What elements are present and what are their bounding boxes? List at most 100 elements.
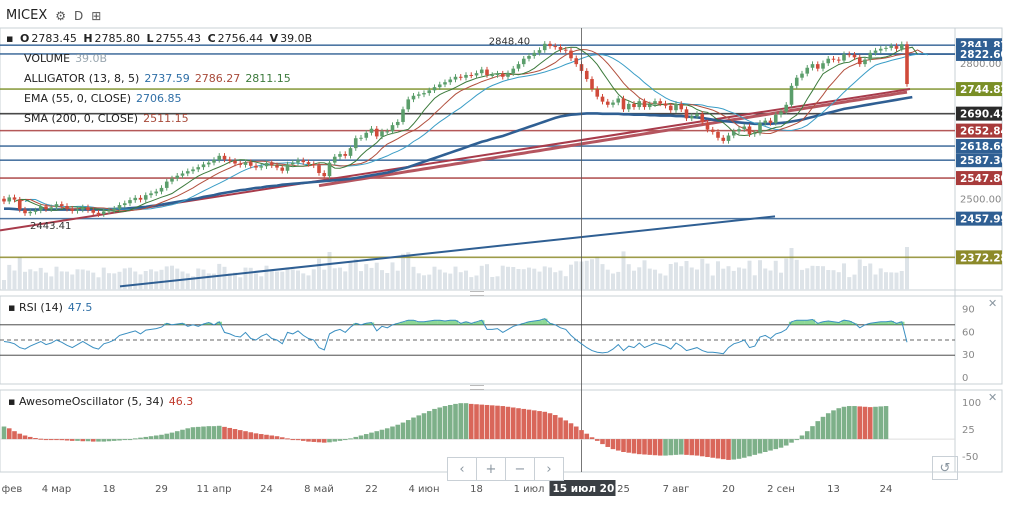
reset-view-button[interactable]: ↺ xyxy=(932,456,958,480)
ao-bar xyxy=(636,439,642,455)
rsi-overbought-fill xyxy=(410,320,417,325)
indicator-ema[interactable]: EMA (55, 0, CLOSE) 2706.85 xyxy=(24,92,182,106)
indicator-alligator[interactable]: ALLIGATOR (13, 8, 5) 2737.59 2786.27 2811.1… xyxy=(24,72,291,86)
candle-body xyxy=(301,160,306,163)
volume-bar xyxy=(784,258,789,290)
rsi-overbought-fill xyxy=(820,321,826,325)
rsi-axis-tick: 30 xyxy=(962,350,975,361)
ao-bar xyxy=(521,408,527,440)
ao-bar xyxy=(673,439,679,455)
volume-bar xyxy=(668,264,673,290)
close-icon[interactable]: ✕ xyxy=(988,297,998,310)
sma-line xyxy=(318,90,908,188)
candle-body xyxy=(222,155,227,160)
volume-bar xyxy=(432,266,437,290)
zoom-in-button[interactable]: + xyxy=(477,458,506,480)
ao-bar xyxy=(594,439,600,441)
rsi-legend[interactable]: ▪ RSI (14) 47.5 xyxy=(8,301,92,315)
ao-bar xyxy=(295,439,301,441)
ao-bar xyxy=(558,417,563,440)
candle-body xyxy=(464,74,468,78)
volume-bar xyxy=(453,266,458,290)
rsi-overbought-fill xyxy=(841,320,847,325)
candle-body xyxy=(443,82,447,85)
pane-resize-handle[interactable] xyxy=(470,291,484,296)
price-tag xyxy=(956,46,1002,61)
scroll-right-button[interactable]: › xyxy=(546,461,552,477)
ao-bar xyxy=(174,431,180,440)
ao-bar xyxy=(699,439,705,457)
volume-bar xyxy=(149,269,153,290)
ao-bar xyxy=(1,426,7,440)
collapse-icon[interactable]: ▪ xyxy=(8,395,16,408)
gear-icon[interactable]: ⚙ xyxy=(55,8,67,23)
volume-bar xyxy=(369,267,374,290)
ao-bar xyxy=(741,439,747,458)
candle-body xyxy=(569,50,573,59)
candle-body xyxy=(794,77,799,86)
candle-body xyxy=(432,87,437,91)
ao-bar xyxy=(69,439,75,441)
candle-body xyxy=(133,197,138,201)
volume-bar xyxy=(437,269,442,290)
volume-bar xyxy=(847,277,852,290)
scroll-left-button[interactable]: ‹ xyxy=(448,458,477,480)
ao-bar xyxy=(353,436,359,440)
indicator-volume[interactable]: VOLUME 39.0B xyxy=(24,52,107,66)
collapse-icon[interactable]: ▪ xyxy=(6,32,14,45)
indicator-sma[interactable]: SMA (200, 0, CLOSE) 2511.15 xyxy=(24,112,189,126)
volume-bar xyxy=(653,269,657,290)
candle-body xyxy=(422,93,426,95)
ao-bar xyxy=(479,404,485,440)
candle-body xyxy=(164,181,169,188)
ao-bar xyxy=(552,415,558,440)
candlestick-icon[interactable]: D xyxy=(74,8,84,23)
collapse-icon[interactable]: ▪ xyxy=(8,301,16,314)
volume-bar xyxy=(899,271,904,290)
ao-bar xyxy=(59,439,65,441)
ao-bar xyxy=(442,406,448,440)
candle-body xyxy=(684,109,689,119)
candle-body xyxy=(65,205,69,209)
pane-resize-handle[interactable] xyxy=(470,385,484,390)
candle-body xyxy=(747,126,752,135)
candle-body xyxy=(54,204,59,208)
candle-body xyxy=(758,122,762,133)
ao-bar xyxy=(6,428,12,440)
candle-body xyxy=(248,162,253,166)
ao-bar xyxy=(652,439,658,456)
price-tag xyxy=(956,171,1002,186)
candle-body xyxy=(490,74,495,76)
ao-bar xyxy=(663,439,668,456)
volume-bar xyxy=(185,273,190,290)
candle-body xyxy=(674,103,678,111)
ao-bar xyxy=(421,413,427,440)
indicator-name: AwesomeOscillator (5, 34) xyxy=(18,395,164,408)
ao-bar xyxy=(689,439,695,456)
candle-body xyxy=(805,67,810,74)
candle-body xyxy=(264,163,269,167)
volume-bar xyxy=(390,262,395,290)
ao-bar xyxy=(757,439,763,454)
volume-bar xyxy=(285,267,290,290)
candle-body xyxy=(395,121,400,126)
add-icon[interactable]: ⊞ xyxy=(91,8,102,23)
ao-bar xyxy=(768,439,773,451)
candle-body xyxy=(49,207,54,210)
volume-bar xyxy=(317,258,321,290)
price-tag-label: 2457.99 xyxy=(960,214,1008,226)
close-icon[interactable]: ✕ xyxy=(988,391,998,404)
candle-body xyxy=(117,205,122,209)
rsi-overbought-fill xyxy=(799,320,805,325)
ao-legend[interactable]: ▪ AwesomeOscillator (5, 34) 46.3 xyxy=(8,395,193,409)
volume-bar xyxy=(873,274,878,290)
volume-bar xyxy=(122,268,127,290)
volume-bar xyxy=(112,273,117,290)
zoom-out-button[interactable]: − xyxy=(506,458,535,480)
ao-bar xyxy=(573,426,579,440)
ao-bar xyxy=(841,406,847,440)
ao-bar xyxy=(505,406,511,440)
candle-body xyxy=(385,131,390,133)
ao-bar xyxy=(710,439,716,458)
